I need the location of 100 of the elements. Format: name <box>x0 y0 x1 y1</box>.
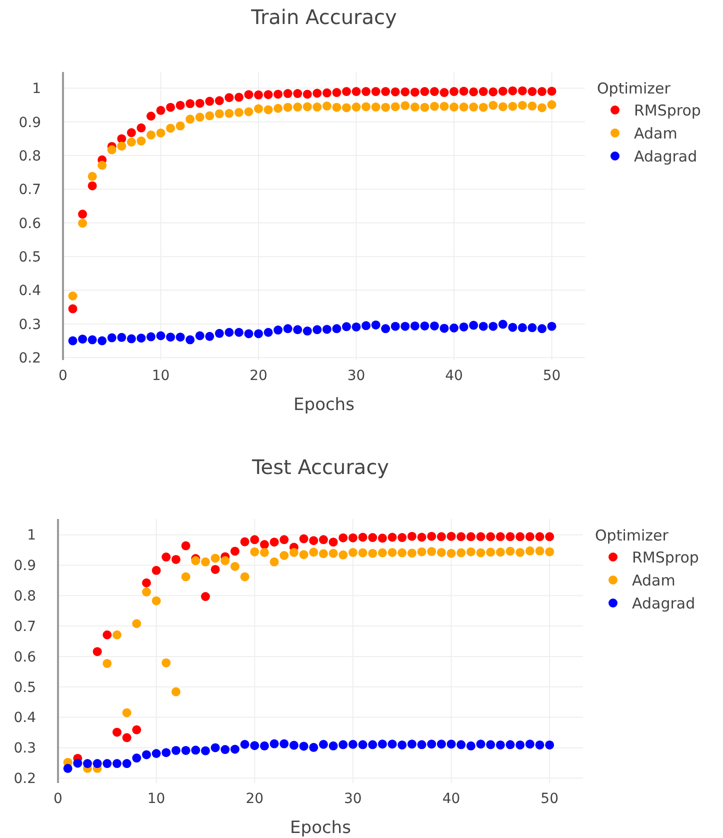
point <box>254 329 264 338</box>
point <box>254 90 264 100</box>
point <box>162 748 171 758</box>
x-tick-label: 30 <box>347 368 366 384</box>
point <box>283 89 292 98</box>
point <box>371 320 380 330</box>
point <box>270 557 279 566</box>
point <box>456 532 466 542</box>
point <box>368 548 378 558</box>
point <box>312 88 322 98</box>
point <box>136 136 146 146</box>
point <box>496 548 505 557</box>
point <box>535 532 544 542</box>
point <box>260 548 269 557</box>
point <box>270 538 279 547</box>
point <box>446 548 456 558</box>
point <box>210 743 220 752</box>
point <box>136 334 146 343</box>
y-tick-label: 0.9 <box>18 114 41 131</box>
point <box>537 324 546 334</box>
point <box>152 749 161 758</box>
point <box>171 554 180 564</box>
point <box>274 90 283 99</box>
point <box>230 744 240 754</box>
point <box>92 647 102 656</box>
point <box>525 740 534 749</box>
point <box>547 100 556 110</box>
point <box>398 740 407 750</box>
point <box>107 145 116 154</box>
point <box>390 102 400 112</box>
point <box>195 98 204 108</box>
point <box>417 547 426 556</box>
point <box>293 325 302 334</box>
point <box>63 764 72 773</box>
point <box>440 88 449 98</box>
point <box>381 324 390 334</box>
point <box>332 88 342 98</box>
point <box>88 172 97 181</box>
point <box>302 102 312 112</box>
point <box>309 536 318 546</box>
point <box>224 328 234 337</box>
point <box>440 102 449 111</box>
point <box>299 742 308 751</box>
point <box>450 87 459 96</box>
point <box>322 88 332 98</box>
point <box>456 740 466 750</box>
point <box>547 322 556 331</box>
point <box>122 759 132 768</box>
point <box>186 335 195 344</box>
point <box>181 746 190 755</box>
point <box>417 532 426 542</box>
y-tick-label: 0.4 <box>18 283 42 300</box>
legend-label: RMSprop <box>634 101 701 120</box>
point <box>381 102 390 112</box>
point <box>181 572 190 582</box>
point <box>486 548 496 557</box>
point <box>486 532 496 542</box>
point <box>210 554 220 563</box>
point <box>537 103 546 112</box>
point <box>390 322 400 331</box>
point <box>88 335 97 344</box>
point <box>234 108 244 117</box>
point <box>528 87 537 96</box>
point <box>309 742 318 752</box>
point <box>78 218 88 228</box>
point <box>200 746 210 756</box>
point <box>264 90 273 100</box>
point <box>214 109 224 118</box>
point <box>171 746 180 755</box>
point <box>328 548 338 558</box>
point <box>478 322 488 331</box>
point <box>537 87 546 96</box>
point <box>322 102 332 111</box>
point <box>176 121 185 130</box>
point <box>126 128 136 138</box>
y-tick-label: 0.6 <box>14 649 36 666</box>
point <box>68 292 78 300</box>
point <box>117 332 126 342</box>
point <box>142 578 151 588</box>
chart-title: Test Accuracy <box>250 455 390 479</box>
point <box>348 533 358 542</box>
point <box>181 541 190 550</box>
point <box>508 102 518 111</box>
point <box>436 532 446 542</box>
point <box>152 566 161 575</box>
point <box>338 740 348 750</box>
y-tick-label: 0.6 <box>18 216 42 232</box>
legend-label: Adagrad <box>632 594 696 612</box>
x-tick-label: 10 <box>147 791 166 807</box>
point <box>293 102 302 112</box>
point <box>132 725 142 734</box>
point <box>156 106 166 115</box>
point <box>210 564 220 574</box>
point <box>146 130 156 140</box>
y-tick-label: 0.7 <box>14 618 36 635</box>
point <box>478 87 488 96</box>
point <box>328 741 338 750</box>
point <box>407 740 416 749</box>
point <box>312 102 322 112</box>
point <box>240 740 250 749</box>
